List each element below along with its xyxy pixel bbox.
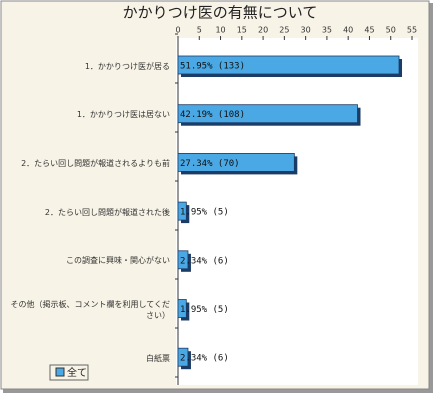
bar: [177, 152, 295, 172]
bar: [177, 201, 187, 221]
y-tick-label: 1．かかりつけ医が居る: [84, 61, 170, 71]
y-tick-label: この調査に興味・関心がない: [66, 256, 170, 266]
bar: [177, 55, 400, 75]
x-tick-label: 40: [343, 26, 353, 35]
x-tick-label: 25: [279, 26, 289, 35]
bar: [177, 250, 189, 270]
plot-area: [176, 38, 418, 385]
x-tick-label: 55: [407, 26, 417, 35]
x-tick-label: 30: [301, 26, 311, 35]
value-label: 1.95% (5): [180, 208, 229, 218]
value-label: 42.19% (108): [180, 110, 245, 120]
x-tick-label: 5: [197, 26, 202, 35]
y-tick-label: その他（掲示板、コメント欄を利用してください）: [10, 299, 170, 320]
x-tick-label: 35: [322, 26, 332, 35]
x-tick-label: 0: [175, 26, 180, 35]
y-tick-label: 2．たらい回し問題が報道されるよりも前: [21, 158, 170, 168]
bar: [177, 347, 189, 367]
x-tick-label: 50: [386, 26, 396, 35]
bar: [177, 299, 187, 318]
x-tick-label: 10: [215, 26, 225, 35]
bar: [177, 104, 358, 124]
value-label: 1.95% (5): [180, 305, 229, 315]
x-tick-label: 45: [364, 26, 374, 35]
y-tick-label: 白紙票: [146, 353, 170, 363]
x-tick-label: 20: [258, 26, 268, 35]
value-label: 27.34% (70): [180, 159, 240, 169]
value-label: 51.95% (133): [180, 62, 245, 72]
value-label: 2.34% (6): [180, 354, 229, 364]
y-tick-label: 1．かかりつけ医は居ない: [76, 110, 170, 120]
chart-title: かかりつけ医の有無について: [123, 4, 318, 22]
legend-swatch: [55, 367, 65, 377]
x-tick-label: 15: [237, 26, 247, 35]
y-tick-label: 2．たらい回し問題が報道された後: [44, 207, 170, 217]
value-label: 2.34% (6): [180, 256, 229, 266]
legend-label: 全て: [67, 366, 87, 379]
